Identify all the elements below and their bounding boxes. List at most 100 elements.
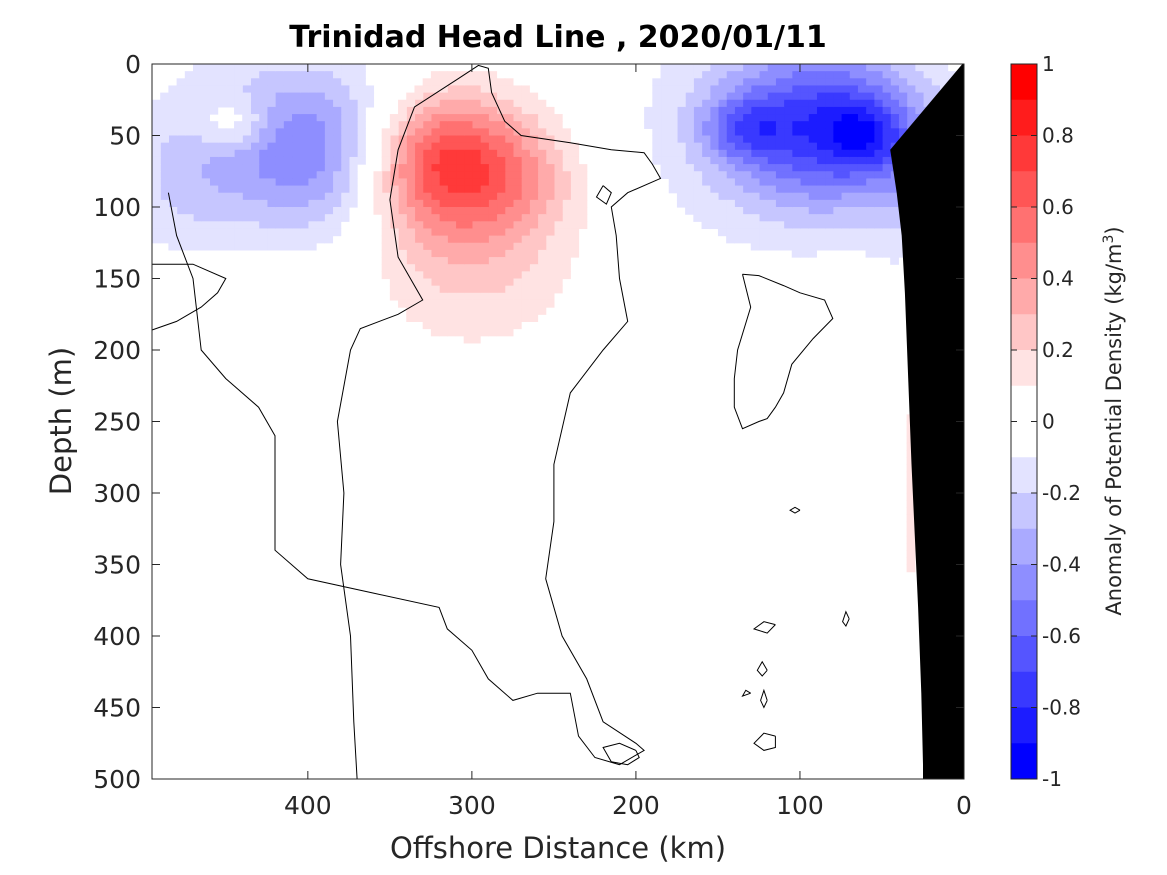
field-cell	[299, 92, 309, 101]
field-cell	[570, 214, 580, 222]
field-cell	[447, 321, 457, 330]
field-cell	[578, 164, 588, 172]
field-cell	[234, 164, 243, 172]
field-cell	[758, 149, 768, 158]
field-cell	[857, 199, 867, 208]
field-cell	[488, 156, 498, 165]
field-cell	[201, 142, 211, 151]
field-cell	[480, 299, 489, 308]
field-cell	[742, 78, 752, 87]
field-cell	[824, 228, 834, 237]
field-cell	[521, 271, 530, 280]
field-cell	[201, 164, 211, 172]
field-cell	[767, 192, 776, 201]
field-cell	[849, 114, 858, 122]
field-cell	[537, 271, 547, 280]
field-cell	[873, 149, 883, 158]
field-cell	[799, 121, 809, 129]
field-cell	[685, 171, 694, 179]
field-cell	[816, 92, 826, 101]
field-cell	[488, 192, 498, 201]
field-cell	[545, 249, 555, 258]
y-tick-label: 500	[93, 765, 141, 794]
field-cell	[381, 135, 391, 144]
field-cell	[332, 178, 342, 187]
field-cell	[693, 99, 703, 108]
field-cell	[562, 149, 571, 158]
field-cell	[455, 149, 465, 158]
x-axis-ticks: 400 300 200 100 0	[284, 64, 972, 820]
zero-contour-line	[167, 64, 662, 780]
field-cell	[463, 321, 473, 330]
zero-contour-line	[595, 185, 612, 205]
field-cell	[250, 121, 260, 129]
field-cell	[381, 264, 391, 272]
zero-contour-line	[752, 621, 776, 634]
field-cell	[225, 171, 235, 179]
field-cell	[906, 92, 916, 101]
field-cell	[808, 207, 817, 215]
field-cell	[840, 192, 850, 201]
field-cell	[389, 249, 399, 258]
field-cell	[348, 114, 358, 122]
field-cell	[316, 178, 325, 187]
field-cell	[553, 142, 563, 151]
field-cell	[439, 214, 448, 222]
field-cell	[775, 92, 785, 101]
field-cell	[742, 92, 752, 101]
field-cell	[791, 121, 801, 129]
field-cell	[898, 106, 908, 115]
field-cell	[504, 242, 514, 251]
field-cell	[324, 192, 334, 201]
field-cell	[447, 207, 457, 215]
field-cell	[742, 178, 752, 187]
field-cell	[184, 121, 194, 129]
field-cell	[414, 285, 424, 294]
field-cell	[348, 121, 358, 129]
field-cell	[824, 78, 834, 87]
field-cell	[537, 242, 547, 251]
field-cell	[775, 142, 785, 151]
field-cell	[217, 214, 227, 222]
field-cell	[176, 142, 186, 151]
field-cell	[283, 199, 293, 208]
field-cell	[816, 192, 826, 201]
field-cell	[422, 221, 432, 230]
field-cell	[570, 242, 580, 251]
field-cell	[676, 121, 686, 129]
field-cell	[512, 164, 522, 172]
field-cell	[299, 71, 309, 79]
field-cell	[258, 242, 268, 251]
field-cell	[439, 207, 448, 215]
field-cell	[217, 99, 227, 108]
colorbar-tick-label: 0	[1042, 410, 1055, 434]
field-cell	[184, 228, 194, 237]
field-cell	[398, 128, 407, 137]
colorbar-label-superscript: 3	[1101, 235, 1117, 244]
field-cell	[242, 192, 252, 201]
field-cell	[750, 128, 760, 137]
field-cell	[414, 128, 424, 137]
field-cell	[234, 171, 243, 179]
field-cell	[824, 149, 834, 158]
field-cell	[430, 99, 440, 108]
field-cell	[660, 149, 670, 158]
field-cell	[258, 221, 268, 230]
field-cell	[808, 99, 817, 108]
field-cell	[275, 106, 284, 115]
field-cell	[742, 142, 752, 151]
field-cell	[504, 235, 514, 244]
field-cell	[299, 164, 309, 172]
field-cell	[562, 214, 571, 222]
field-cell	[217, 228, 227, 237]
field-cell	[414, 221, 424, 230]
field-cell	[521, 185, 530, 194]
field-cell	[717, 71, 727, 79]
field-cell	[562, 199, 571, 208]
field-cell	[480, 178, 489, 187]
field-cell	[709, 221, 719, 230]
field-cell	[890, 135, 899, 144]
field-cell	[726, 185, 735, 194]
field-cell	[193, 128, 202, 137]
